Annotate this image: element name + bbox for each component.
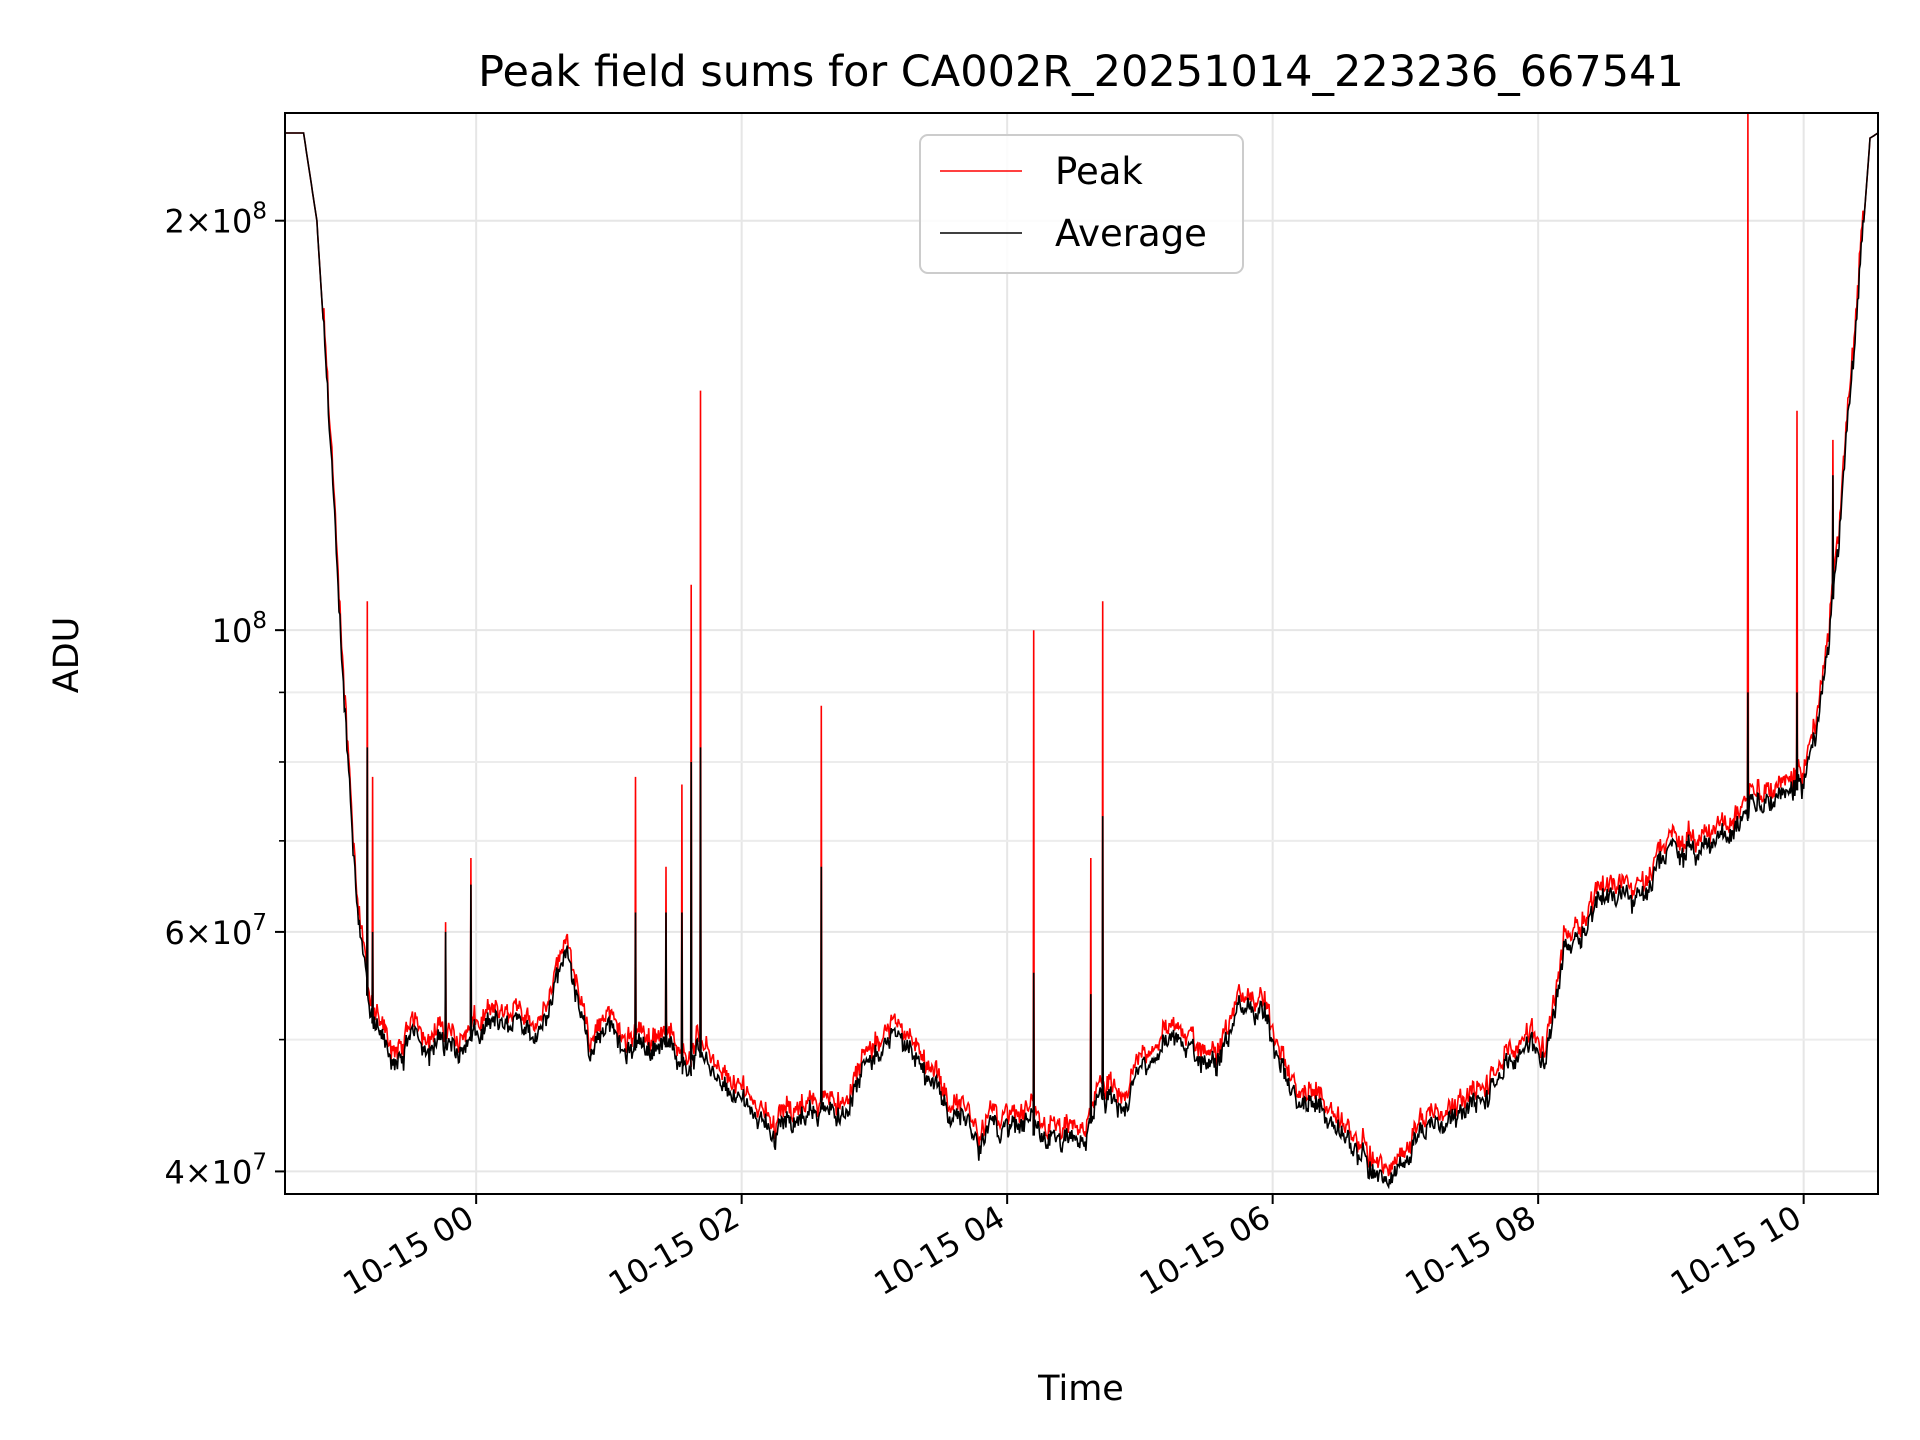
legend-peak-label: Peak	[1055, 150, 1143, 193]
y-axis-label: ADU	[47, 617, 87, 694]
y-tick-label: 2×108	[164, 199, 267, 241]
axes-frame	[284, 112, 1879, 1195]
y-tick-label: 6×107	[164, 910, 267, 952]
series-peak-line	[285, 113, 1878, 1177]
series-average-line	[285, 132, 1878, 1190]
y-axis: 4×107 6×107 108 2×108	[164, 199, 285, 1191]
plot-area	[285, 113, 1878, 1190]
chart-title: Peak field sums for CA002R_20251014_2232…	[478, 47, 1684, 97]
x-axis-label: Time	[1037, 1369, 1124, 1409]
legend: Peak Average	[919, 134, 1244, 274]
y-tick-label: 108	[212, 608, 267, 650]
y-tick-label: 4×107	[164, 1149, 267, 1191]
legend-average-label: Average	[1055, 212, 1207, 255]
legend-box	[919, 134, 1244, 274]
